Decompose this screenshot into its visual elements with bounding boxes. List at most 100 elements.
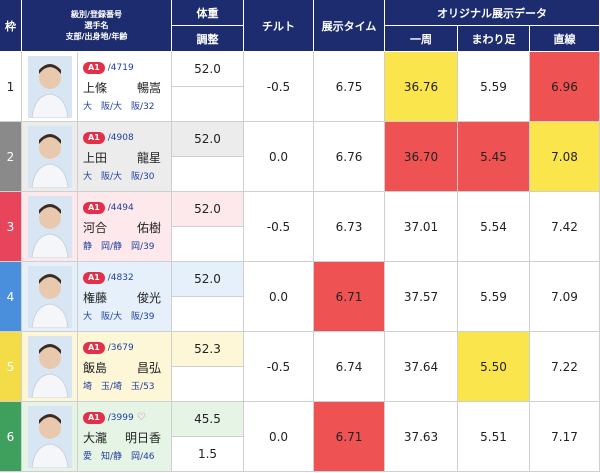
photo-silhouette	[27, 195, 72, 258]
branch-origin-age: 埼 玉/埼 玉/53	[83, 381, 155, 392]
registration-number: /3679	[107, 342, 134, 353]
racer-info: A1/4494 河合 佑樹静 岡/静 岡/39	[78, 192, 172, 262]
header-frame: 枠	[0, 0, 22, 52]
lap-value: 37.57	[385, 262, 458, 332]
turn-value: 5.51	[458, 402, 530, 472]
adjust-weight	[172, 227, 244, 262]
tilt-value: -0.5	[244, 52, 314, 122]
favorite-icon: ♡	[136, 412, 146, 423]
photo-silhouette	[27, 55, 72, 118]
racer-name: 上田 龍星	[83, 149, 161, 166]
weight: 52.0	[172, 122, 244, 157]
header-original: オリジナル展示データ	[385, 0, 600, 26]
frame-number: 6	[0, 402, 22, 472]
lap-value: 36.76	[385, 52, 458, 122]
weight: 52.0	[172, 262, 244, 297]
straight-value: 7.22	[530, 332, 600, 402]
class-badge: A1	[83, 411, 105, 424]
class-badge: A1	[83, 341, 105, 354]
adjust-weight: 1.5	[172, 437, 244, 472]
header-racer: 級別/登録番号 選手名 支部/出身地/年齢	[22, 0, 172, 52]
racer-info: A1/3679 飯島 昌弘埼 玉/埼 玉/53	[78, 332, 172, 402]
racer-name: 権藤 俊光	[83, 289, 161, 306]
photo-silhouette	[27, 405, 72, 468]
class-badge: A1	[83, 61, 105, 74]
adjust-weight	[172, 297, 244, 332]
given-name: 佑樹	[136, 220, 161, 235]
header-weight: 体重	[172, 0, 244, 26]
class-badge: A1	[83, 271, 105, 284]
class-line: A1/3999 ♡	[83, 411, 146, 424]
registration-number: /3999	[107, 412, 134, 423]
class-line: A1/4494	[83, 201, 134, 214]
racer-info: A1/4908 上田 龍星大 阪/大 阪/30	[78, 122, 172, 192]
tilt-value: -0.5	[244, 192, 314, 262]
given-name: 龍星	[136, 150, 161, 165]
tilt-value: 0.0	[244, 262, 314, 332]
adjust-weight	[172, 367, 244, 402]
straight-value: 7.09	[530, 262, 600, 332]
header-racer-line: 選手名	[84, 21, 109, 30]
branch-origin-age: 愛 知/静 岡/46	[83, 451, 155, 462]
weight: 52.0	[172, 192, 244, 227]
racer-info: A1/4719 上條 暢嵩大 阪/大 阪/32	[78, 52, 172, 122]
adjust-weight	[172, 87, 244, 122]
photo-silhouette	[27, 265, 72, 328]
registration-number: /4832	[107, 272, 134, 283]
class-badge: A1	[83, 131, 105, 144]
family-name: 権藤	[83, 290, 108, 305]
frame-number: 3	[0, 192, 22, 262]
tilt-value: 0.0	[244, 402, 314, 472]
racer-photo	[22, 402, 78, 472]
time-value: 6.76	[314, 122, 385, 192]
racer-photo	[22, 52, 78, 122]
header-lap: 一周	[385, 26, 458, 52]
header-tilt: チルト	[244, 0, 314, 52]
registration-number: /4908	[107, 132, 134, 143]
given-name: 暢嵩	[136, 80, 161, 95]
photo-silhouette	[27, 125, 72, 188]
class-line: A1/4832	[83, 271, 134, 284]
frame-number: 4	[0, 262, 22, 332]
racer-name: 大瀧 明日香	[83, 429, 161, 446]
straight-value: 7.08	[530, 122, 600, 192]
family-name: 上田	[83, 150, 108, 165]
straight-value: 6.96	[530, 52, 600, 122]
time-value: 6.73	[314, 192, 385, 262]
weight: 52.0	[172, 52, 244, 87]
turn-value: 5.59	[458, 52, 530, 122]
weight: 45.5	[172, 402, 244, 437]
frame-number: 2	[0, 122, 22, 192]
racer-photo	[22, 332, 78, 402]
racer-name: 河合 佑樹	[83, 219, 161, 236]
branch-origin-age: 大 阪/大 阪/39	[83, 311, 155, 322]
registration-number: /4494	[107, 202, 134, 213]
header-racer-line: 級別/登録番号	[71, 10, 122, 19]
time-value: 6.71	[314, 402, 385, 472]
frame-number: 1	[0, 52, 22, 122]
racer-photo	[22, 262, 78, 332]
racer-name: 上條 暢嵩	[83, 79, 161, 96]
class-line: A1/4719	[83, 61, 134, 74]
header-turn: まわり足	[458, 26, 530, 52]
branch-origin-age: 大 阪/大 阪/32	[83, 101, 155, 112]
racer-photo	[22, 122, 78, 192]
class-badge: A1	[83, 201, 105, 214]
tilt-value: -0.5	[244, 332, 314, 402]
header-straight: 直線	[530, 26, 600, 52]
class-line: A1/3679	[83, 341, 134, 354]
turn-value: 5.50	[458, 332, 530, 402]
family-name: 上條	[83, 80, 108, 95]
racer-name: 飯島 昌弘	[83, 359, 161, 376]
racer-info: A1/3999 ♡ 大瀧 明日香愛 知/静 岡/46	[78, 402, 172, 472]
tilt-value: 0.0	[244, 122, 314, 192]
time-value: 6.71	[314, 262, 385, 332]
header-time: 展示タイム	[314, 0, 385, 52]
turn-value: 5.45	[458, 122, 530, 192]
header-adjust: 調整	[172, 26, 244, 52]
family-name: 飯島	[83, 360, 108, 375]
branch-origin-age: 静 岡/静 岡/39	[83, 241, 155, 252]
racer-photo	[22, 192, 78, 262]
frame-number: 5	[0, 332, 22, 402]
